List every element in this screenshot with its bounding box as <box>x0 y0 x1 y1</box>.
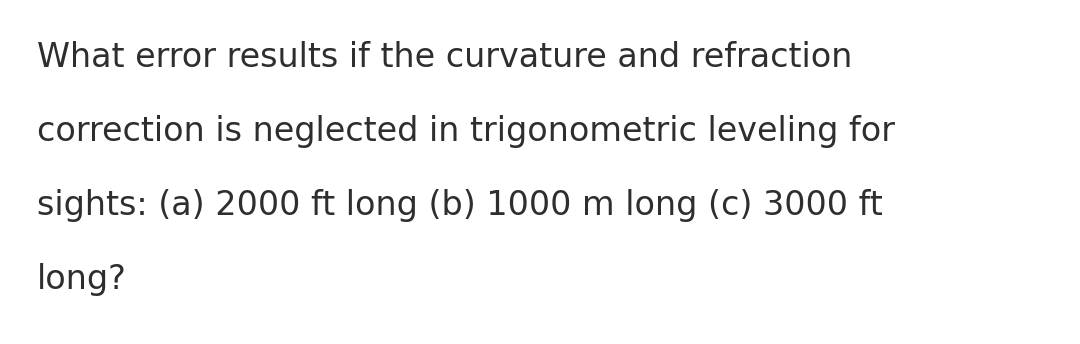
Text: What error results if the curvature and refraction: What error results if the curvature and … <box>37 41 852 74</box>
Text: correction is neglected in trigonometric leveling for: correction is neglected in trigonometric… <box>37 115 894 148</box>
Text: long?: long? <box>37 263 126 296</box>
Text: sights: (a) 2000 ft long (b) 1000 m long (c) 3000 ft: sights: (a) 2000 ft long (b) 1000 m long… <box>37 189 882 222</box>
